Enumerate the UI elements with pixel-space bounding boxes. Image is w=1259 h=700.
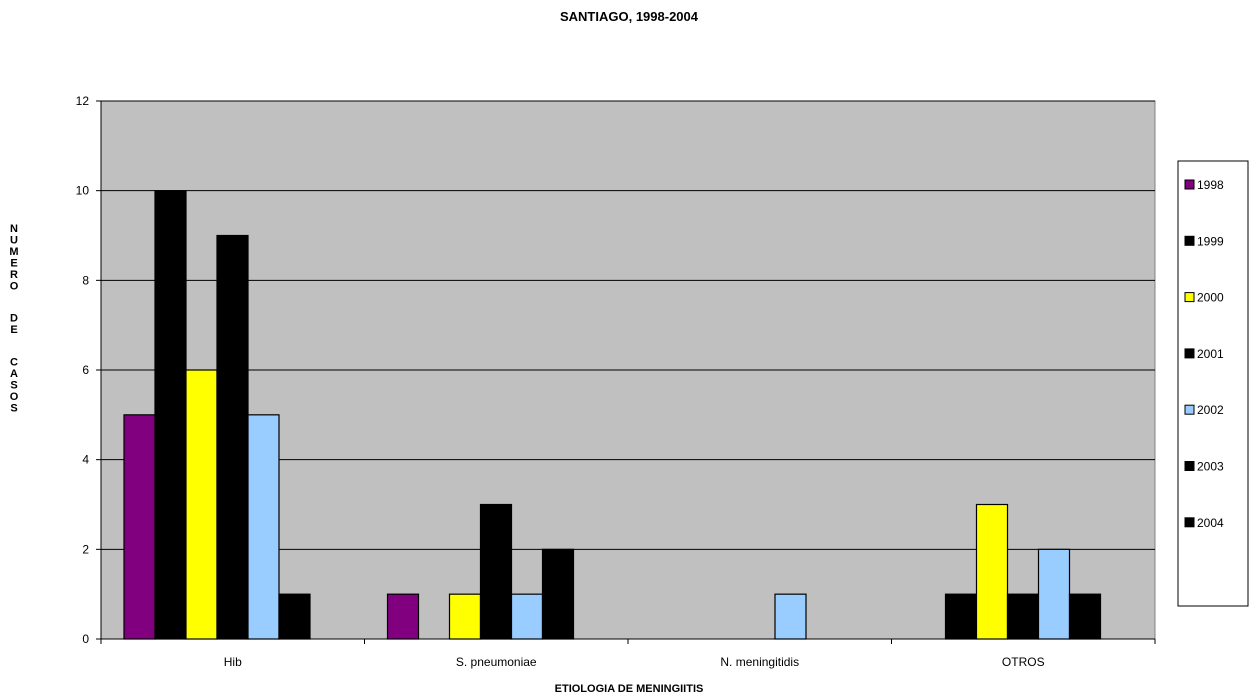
bars bbox=[123, 190, 1102, 640]
legend-swatch-2000 bbox=[1184, 292, 1195, 303]
y-axis-title-letter: C bbox=[10, 356, 18, 368]
y-axis-title-letter: N bbox=[10, 223, 18, 235]
y-axis-title-letter: S bbox=[10, 402, 17, 414]
x-category-label: OTROS bbox=[1002, 655, 1045, 669]
bar-2001-0 bbox=[216, 234, 249, 640]
bar-2003-3 bbox=[1068, 593, 1102, 640]
y-axis-title-letter: S bbox=[10, 379, 17, 391]
bar-1998-0 bbox=[123, 414, 156, 640]
x-category-label: Hib bbox=[224, 655, 242, 669]
x-category-label: N. meningitidis bbox=[720, 655, 799, 669]
x-category-label: S. pneumoniae bbox=[456, 655, 537, 669]
y-tick-label: 8 bbox=[82, 273, 89, 287]
legend-swatch-1998 bbox=[1184, 179, 1195, 190]
legend-swatch-2003 bbox=[1184, 461, 1195, 471]
y-tick-label: 4 bbox=[82, 453, 89, 467]
y-axis-title-letter: E bbox=[10, 258, 17, 270]
y-axis-title-letter: E bbox=[10, 324, 17, 336]
legend-label-2002: 2002 bbox=[1197, 403, 1224, 417]
y-axis-title-letter: R bbox=[10, 269, 18, 281]
bar-2002-0 bbox=[247, 414, 280, 640]
y-axis-title-letter: O bbox=[10, 391, 19, 403]
y-axis-title-letter: U bbox=[10, 235, 18, 247]
y-tick-label: 10 bbox=[76, 184, 90, 198]
legend-label-1999: 1999 bbox=[1197, 234, 1224, 248]
bar-2002-3 bbox=[1037, 548, 1071, 640]
legend-swatch-2004 bbox=[1184, 517, 1195, 528]
y-tick-label: 2 bbox=[82, 542, 89, 556]
bar-2000-1 bbox=[448, 593, 482, 640]
bar-1998-1 bbox=[386, 593, 420, 640]
legend-label-2004: 2004 bbox=[1197, 516, 1224, 530]
bar-2002-1 bbox=[510, 593, 544, 640]
legend-swatch-1999 bbox=[1184, 235, 1195, 246]
y-axis-title-letter: M bbox=[9, 246, 18, 258]
x-axis-categories: Hib S. pneumoniae N. meningitidis OTROS bbox=[100, 639, 1156, 669]
bar-2002-2 bbox=[774, 593, 807, 640]
y-axis-title-letter: D bbox=[10, 313, 18, 325]
bar-2003-1 bbox=[541, 548, 575, 640]
legend-label-1998: 1998 bbox=[1197, 178, 1224, 192]
bar-1999-3 bbox=[944, 593, 978, 640]
legend-swatch-2001 bbox=[1184, 348, 1195, 359]
bar-2000-0 bbox=[185, 369, 218, 640]
legend: 1998 1999 2000 2001 2002 2003 2004 bbox=[1177, 160, 1249, 607]
legend-box bbox=[1177, 160, 1249, 607]
legend-label-2000: 2000 bbox=[1197, 291, 1224, 305]
y-axis-title-letter: O bbox=[10, 281, 19, 293]
bar-2001-1 bbox=[479, 503, 513, 640]
bar-1999-0 bbox=[154, 190, 187, 640]
legend-swatch-2002 bbox=[1184, 404, 1195, 415]
legend-label-2001: 2001 bbox=[1197, 347, 1224, 361]
bar-2003-0 bbox=[278, 593, 311, 640]
y-tick-label: 0 bbox=[82, 632, 89, 646]
legend-label-2003: 2003 bbox=[1197, 460, 1224, 474]
y-axis-title-letter: A bbox=[10, 368, 18, 380]
x-axis-title: ETIOLOGIA DE MENINGIITIS bbox=[555, 683, 704, 695]
chart-title: SANTIAGO, 1998-2004 bbox=[560, 9, 699, 24]
y-tick-label: 12 bbox=[76, 94, 90, 108]
y-tick-label: 6 bbox=[82, 363, 89, 377]
bar-2000-3 bbox=[975, 503, 1009, 640]
bar-2001-3 bbox=[1006, 593, 1040, 640]
y-axis-ticks: 0 2 4 6 8 10 12 bbox=[76, 94, 101, 646]
